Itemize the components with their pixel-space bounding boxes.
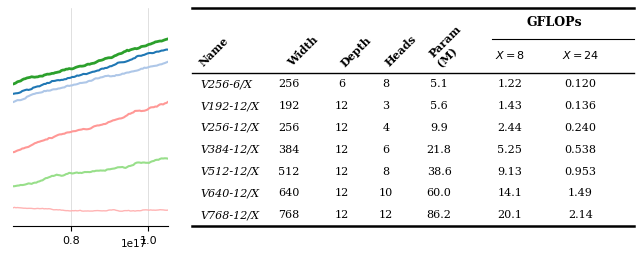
Text: 8: 8: [383, 167, 390, 177]
Text: $X = 8$: $X = 8$: [495, 49, 525, 61]
Text: Heads: Heads: [383, 33, 418, 69]
Text: 256: 256: [278, 79, 300, 89]
Text: 9.9: 9.9: [430, 123, 448, 133]
Text: 3: 3: [383, 101, 390, 111]
Text: Name: Name: [197, 35, 230, 69]
Text: 0.538: 0.538: [564, 145, 596, 155]
Text: 384: 384: [278, 145, 300, 155]
Text: 640: 640: [278, 188, 300, 198]
Text: 38.6: 38.6: [427, 167, 452, 177]
Text: V192-12/X: V192-12/X: [200, 101, 260, 111]
Text: V512-12/X: V512-12/X: [200, 167, 260, 177]
Text: 768: 768: [278, 210, 300, 220]
Text: Param
(M): Param (M): [427, 24, 472, 69]
Text: 4: 4: [383, 123, 390, 133]
Text: 192: 192: [278, 101, 300, 111]
Text: 1.22: 1.22: [497, 79, 522, 89]
Text: 0.953: 0.953: [564, 167, 596, 177]
Text: 10: 10: [379, 188, 393, 198]
Text: 12: 12: [335, 167, 349, 177]
Text: 60.0: 60.0: [427, 188, 452, 198]
Text: V256-12/X: V256-12/X: [200, 123, 260, 133]
Text: 6: 6: [339, 79, 346, 89]
Text: 12: 12: [335, 145, 349, 155]
Text: 12: 12: [335, 210, 349, 220]
Text: 12: 12: [335, 188, 349, 198]
Text: $X = 24$: $X = 24$: [562, 49, 599, 61]
Text: V640-12/X: V640-12/X: [200, 188, 260, 198]
Text: 1.49: 1.49: [568, 188, 593, 198]
Text: V384-12/X: V384-12/X: [200, 145, 260, 155]
Text: V256-6/X: V256-6/X: [200, 79, 252, 89]
Text: GFLOPs: GFLOPs: [526, 16, 582, 29]
Text: 86.2: 86.2: [427, 210, 452, 220]
Text: 5.1: 5.1: [430, 79, 448, 89]
Text: V768-12/X: V768-12/X: [200, 210, 260, 220]
Text: 21.8: 21.8: [427, 145, 452, 155]
Text: 512: 512: [278, 167, 300, 177]
Text: 20.1: 20.1: [497, 210, 522, 220]
Text: Width: Width: [285, 34, 320, 69]
Text: 2.44: 2.44: [497, 123, 522, 133]
Text: 5.6: 5.6: [430, 101, 448, 111]
Text: 1e17: 1e17: [120, 239, 147, 249]
Text: 12: 12: [379, 210, 393, 220]
Text: 1.43: 1.43: [497, 101, 522, 111]
Text: 0.240: 0.240: [564, 123, 596, 133]
Text: 12: 12: [335, 123, 349, 133]
Text: 2.14: 2.14: [568, 210, 593, 220]
Text: 12: 12: [335, 101, 349, 111]
Text: 14.1: 14.1: [497, 188, 522, 198]
Text: 8: 8: [383, 79, 390, 89]
Text: Depth: Depth: [339, 34, 373, 69]
Text: 9.13: 9.13: [497, 167, 522, 177]
Text: 5.25: 5.25: [497, 145, 522, 155]
Text: 6: 6: [383, 145, 390, 155]
Text: 0.120: 0.120: [564, 79, 596, 89]
Text: 256: 256: [278, 123, 300, 133]
Text: 0.136: 0.136: [564, 101, 596, 111]
